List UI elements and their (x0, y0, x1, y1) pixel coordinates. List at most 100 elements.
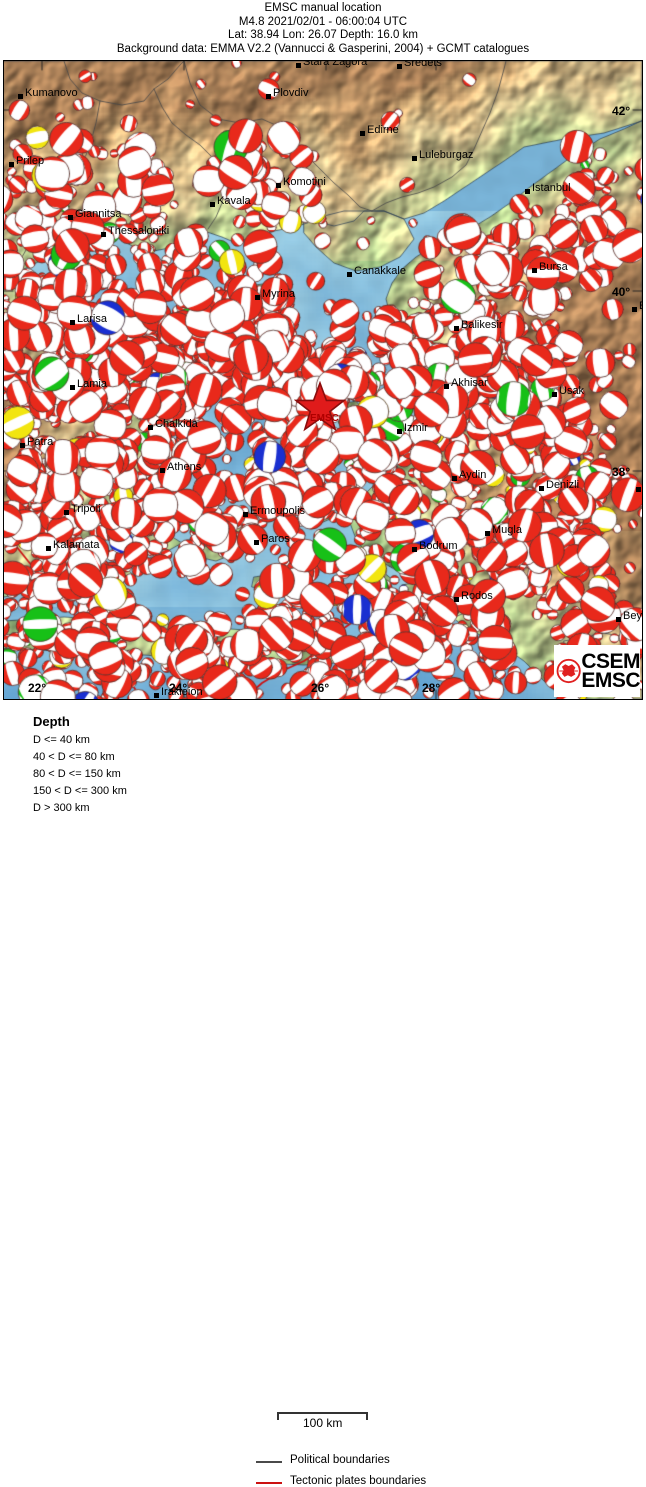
globe-icon (556, 658, 581, 684)
scale-bar-label: 100 km (300, 1416, 346, 1430)
depth-legend-title: Depth (33, 714, 70, 729)
city-marker (412, 547, 417, 552)
city-label: Mugla (492, 524, 522, 536)
city-label: Plovdiv (273, 87, 309, 99)
city-label: Irakleion (161, 686, 203, 698)
city-marker (210, 202, 215, 207)
graticule-label: 42° (612, 104, 631, 118)
city-marker (64, 510, 69, 515)
city-label: Thessaloniki (108, 225, 170, 237)
city-label: Aydin (459, 469, 487, 481)
depth-legend-row: 80 < D <= 150 km (33, 768, 121, 780)
city-label: Stara Zagora (303, 60, 368, 68)
city-marker (452, 476, 457, 481)
depth-legend-row: D <= 40 km (33, 734, 90, 746)
city-label: Kavala (217, 195, 251, 207)
city-label: Es (639, 300, 642, 312)
city-label: Canakkale (354, 265, 406, 277)
header-coordinates: Lat: 38.94 Lon: 26.07 Depth: 16.0 km (228, 29, 418, 42)
map-legend: Depth D <= 40 km 40 < D <= 80 km 80 < D <=… (0, 700, 646, 1487)
depth-legend-row: D > 300 km (33, 802, 90, 814)
city-label: Ermoupolis (250, 505, 306, 517)
city-marker (360, 131, 365, 136)
city-marker (243, 512, 248, 517)
city-label: Sredets (404, 60, 442, 69)
city-marker (68, 215, 73, 220)
header-background-data: Background data: EMMA V2.2 (Vannucci & G… (116, 42, 530, 55)
seismic-map[interactable]: Kumanovo Plovdiv Stara Zagora Sredets Edirne… (3, 60, 643, 700)
city-marker (266, 94, 271, 99)
scale-tick-right (366, 1412, 368, 1420)
city-label: Athens (167, 461, 202, 473)
political-boundary-label: Political boundaries (290, 1454, 390, 1466)
city-label: Giannitsa (75, 208, 122, 220)
city-marker (454, 326, 459, 331)
tectonic-boundary-label: Tectonic plates boundaries (290, 1475, 427, 1487)
graticule-label: 38° (612, 465, 631, 479)
city-label: Luleburgaz (419, 149, 474, 161)
city-label: Rodos (461, 590, 493, 602)
city-label: Beyk (623, 610, 642, 622)
city-marker (632, 307, 637, 312)
city-marker (9, 162, 14, 167)
header-magnitude-time: M4.8 2021/02/01 - 06:00:04 UTC (238, 15, 408, 28)
graticule-label: 40° (612, 285, 631, 299)
city-marker (276, 183, 281, 188)
city-marker (46, 546, 51, 551)
city-label: Istanbul (532, 182, 571, 194)
city-label: Chalkida (155, 418, 198, 430)
city-marker (347, 272, 352, 277)
city-label: Kumanovo (25, 87, 78, 99)
graticule-label: 26° (311, 681, 330, 695)
city-marker (18, 94, 23, 99)
city-marker (148, 425, 153, 430)
city-marker (444, 384, 449, 389)
city-label: Bodrum (419, 540, 458, 552)
city-label: Lamia (77, 378, 107, 390)
city-marker (552, 392, 557, 397)
city-label: Bursa (539, 261, 568, 273)
graticule-label: 24° (169, 681, 188, 695)
city-marker (101, 232, 106, 237)
logo-emsc: EMSC (581, 669, 640, 692)
city-label: Patra (27, 436, 54, 448)
city-label: Edirne (367, 124, 399, 136)
city-label: Myrina (262, 288, 296, 300)
city-label: Akhisar (451, 377, 488, 389)
map-terrain-canvas (4, 61, 642, 699)
city-marker (70, 385, 75, 390)
city-label: Usak (559, 385, 585, 397)
city-marker (485, 531, 490, 536)
tectonic-boundary-swatch (256, 1482, 282, 1485)
city-label: Tripoli (71, 503, 101, 515)
epicenter-star-marker[interactable] (293, 380, 347, 438)
city-marker (160, 468, 165, 473)
city-label: Kalamata (53, 539, 100, 551)
city-marker (412, 156, 417, 161)
city-marker (70, 320, 75, 325)
city-marker (539, 486, 544, 491)
political-boundary-swatch (256, 1461, 282, 1464)
city-marker (397, 429, 402, 434)
scale-tick-left (277, 1412, 279, 1420)
city-marker (397, 64, 402, 69)
city-marker (636, 487, 641, 492)
city-label: Paros (261, 533, 290, 545)
depth-legend-row: 40 < D <= 80 km (33, 751, 115, 763)
epicenter-label: EMSC (310, 413, 339, 424)
city-marker (525, 189, 530, 194)
city-label: Komotini (283, 176, 326, 188)
city-label: Denizli (546, 479, 580, 491)
city-label: Prilep (16, 155, 45, 167)
logo-csem: CSEM (581, 649, 640, 673)
depth-legend-row: 150 < D <= 300 km (33, 785, 127, 797)
city-marker (254, 540, 259, 545)
graticule-label: 22° (28, 681, 47, 695)
city-label: Larisa (77, 313, 107, 325)
city-marker (616, 617, 621, 622)
city-marker (154, 693, 159, 698)
city-marker (255, 295, 260, 300)
csem-emsc-logo: CSEM EMSC (554, 645, 640, 697)
scale-bar-line (277, 1412, 368, 1414)
city-marker (296, 63, 301, 68)
